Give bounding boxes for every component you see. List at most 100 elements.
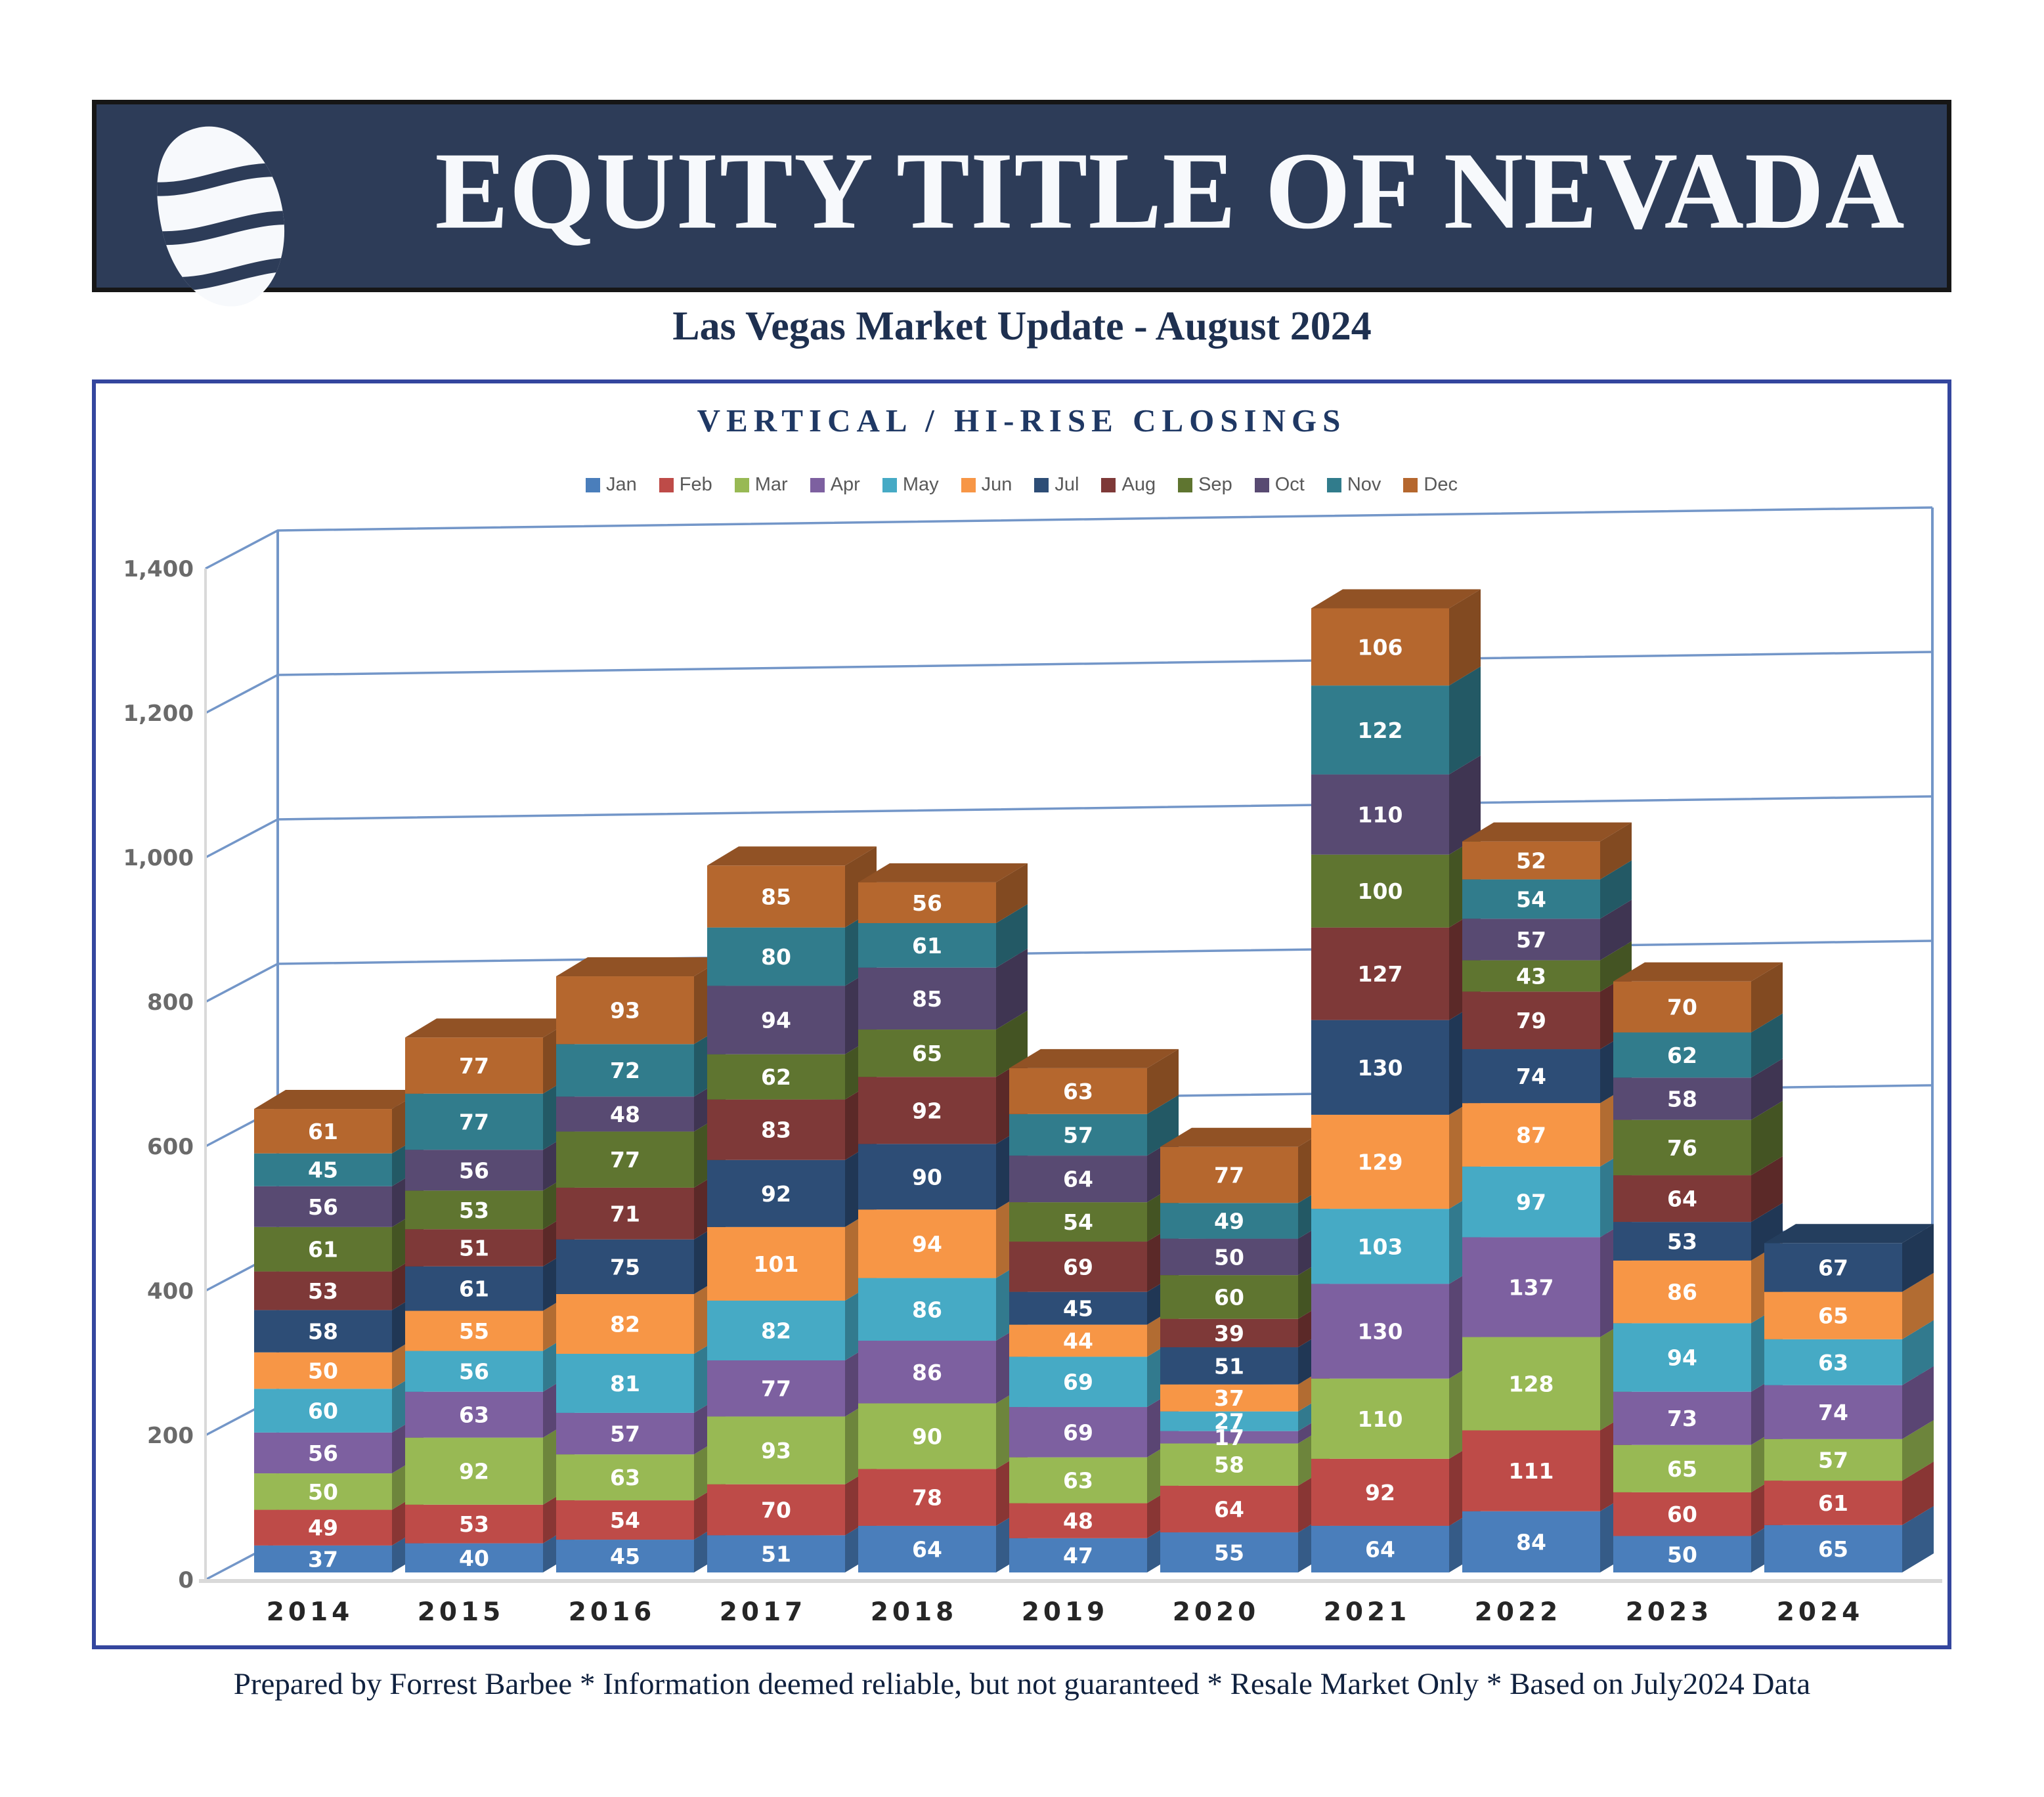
svg-text:43: 43 — [1516, 963, 1546, 989]
svg-text:50: 50 — [1214, 1244, 1244, 1270]
svg-text:52: 52 — [1516, 848, 1546, 874]
svg-text:47: 47 — [1063, 1543, 1093, 1569]
legend-swatch-mar — [734, 477, 749, 492]
legend-label-mar: Mar — [754, 474, 788, 495]
svg-text:60: 60 — [308, 1398, 338, 1424]
equity-leaf-logo — [145, 126, 298, 307]
svg-text:92: 92 — [912, 1098, 942, 1123]
svg-text:61: 61 — [459, 1276, 489, 1302]
svg-text:92: 92 — [761, 1181, 791, 1207]
svg-text:2017: 2017 — [720, 1597, 807, 1627]
legend-item-aug: Aug — [1101, 474, 1156, 496]
footer-disclaimer: Prepared by Forrest Barbee * Information… — [233, 1667, 1811, 1701]
svg-text:80: 80 — [761, 944, 791, 970]
svg-text:62: 62 — [1667, 1043, 1697, 1068]
svg-text:65: 65 — [912, 1041, 942, 1066]
svg-text:103: 103 — [1358, 1234, 1403, 1259]
svg-text:75: 75 — [610, 1254, 640, 1280]
svg-text:106: 106 — [1358, 634, 1403, 660]
svg-text:800: 800 — [147, 989, 194, 1016]
legend-item-jul: Jul — [1034, 474, 1079, 496]
svg-text:54: 54 — [610, 1507, 640, 1533]
svg-text:64: 64 — [1214, 1496, 1244, 1522]
legend-item-nov: Nov — [1326, 474, 1381, 496]
svg-text:74: 74 — [1516, 1064, 1546, 1089]
svg-text:2018: 2018 — [871, 1597, 958, 1627]
svg-text:51: 51 — [459, 1235, 489, 1261]
svg-text:60: 60 — [1214, 1284, 1244, 1310]
svg-text:2014: 2014 — [267, 1597, 354, 1627]
legend-item-sep: Sep — [1178, 474, 1232, 496]
svg-text:63: 63 — [1063, 1468, 1093, 1494]
header-banner: EQUITY TITLE OF NEVADA — [92, 100, 1951, 307]
legend-label-sep: Sep — [1198, 474, 1232, 495]
legend-swatch-jan — [586, 477, 600, 492]
legend-swatch-aug — [1101, 477, 1116, 492]
svg-text:63: 63 — [1818, 1350, 1848, 1375]
svg-text:90: 90 — [912, 1164, 942, 1190]
legend-item-may: May — [882, 474, 939, 496]
chart-title: VERTICAL / HI-RISE CLOSINGS — [697, 402, 1347, 439]
svg-text:51: 51 — [761, 1542, 791, 1567]
svg-text:57: 57 — [1818, 1448, 1848, 1473]
legend-item-apr: Apr — [810, 474, 860, 496]
legend-label-oct: Oct — [1274, 474, 1305, 495]
svg-text:49: 49 — [308, 1515, 338, 1541]
svg-text:130: 130 — [1358, 1319, 1403, 1345]
svg-text:50: 50 — [1667, 1542, 1697, 1567]
svg-text:17: 17 — [1214, 1425, 1244, 1450]
svg-text:58: 58 — [1667, 1087, 1697, 1112]
svg-text:128: 128 — [1509, 1372, 1554, 1397]
svg-text:45: 45 — [308, 1158, 338, 1183]
legend-swatch-nov — [1326, 477, 1341, 492]
svg-text:82: 82 — [761, 1318, 791, 1343]
svg-text:63: 63 — [1063, 1079, 1093, 1104]
svg-text:64: 64 — [912, 1536, 942, 1562]
svg-text:2022: 2022 — [1475, 1597, 1562, 1627]
svg-text:56: 56 — [308, 1194, 338, 1220]
svg-text:94: 94 — [761, 1008, 791, 1033]
legend-swatch-may — [882, 477, 897, 492]
svg-text:53: 53 — [459, 1511, 489, 1537]
svg-text:56: 56 — [912, 890, 942, 916]
legend-item-mar: Mar — [734, 474, 788, 496]
svg-text:54: 54 — [1516, 886, 1546, 912]
legend-swatch-dec — [1403, 477, 1418, 492]
svg-text:77: 77 — [761, 1376, 791, 1402]
svg-text:40: 40 — [459, 1546, 489, 1571]
svg-text:64: 64 — [1063, 1167, 1093, 1192]
svg-text:69: 69 — [1063, 1419, 1093, 1445]
legend-swatch-feb — [659, 477, 674, 492]
svg-text:111: 111 — [1509, 1458, 1554, 1484]
svg-text:65: 65 — [1667, 1456, 1697, 1482]
svg-text:51: 51 — [1214, 1353, 1244, 1379]
svg-text:37: 37 — [1214, 1385, 1244, 1411]
legend-swatch-sep — [1178, 477, 1193, 492]
svg-text:84: 84 — [1516, 1529, 1546, 1555]
svg-text:600: 600 — [147, 1134, 194, 1160]
svg-text:79: 79 — [1516, 1008, 1546, 1033]
svg-text:2023: 2023 — [1626, 1597, 1713, 1627]
svg-text:83: 83 — [761, 1117, 791, 1143]
stacked-bar-chart: 0 200 400 600 800 1,000 1,200 1,400 37 49 50 56 60 50… — [123, 506, 1942, 1627]
svg-text:49: 49 — [1214, 1208, 1244, 1234]
legend-label-jun: Jun — [981, 474, 1012, 495]
legend-swatch-oct — [1254, 477, 1269, 492]
svg-text:56: 56 — [308, 1440, 338, 1466]
svg-text:64: 64 — [1365, 1536, 1395, 1562]
svg-text:76: 76 — [1667, 1135, 1697, 1161]
svg-text:90: 90 — [912, 1423, 942, 1449]
legend-label-dec: Dec — [1424, 474, 1458, 495]
svg-text:65: 65 — [1818, 1536, 1848, 1562]
svg-text:2015: 2015 — [418, 1597, 505, 1627]
svg-text:92: 92 — [459, 1459, 489, 1484]
svg-text:93: 93 — [761, 1438, 791, 1463]
svg-text:63: 63 — [610, 1465, 640, 1490]
brand-title: EQUITY TITLE OF NEVADA — [435, 129, 1905, 252]
svg-text:78: 78 — [912, 1485, 942, 1511]
svg-text:129: 129 — [1358, 1150, 1403, 1175]
svg-text:2021: 2021 — [1324, 1597, 1411, 1627]
svg-text:55: 55 — [459, 1318, 489, 1344]
svg-text:2019: 2019 — [1022, 1597, 1109, 1627]
svg-text:74: 74 — [1818, 1400, 1848, 1425]
